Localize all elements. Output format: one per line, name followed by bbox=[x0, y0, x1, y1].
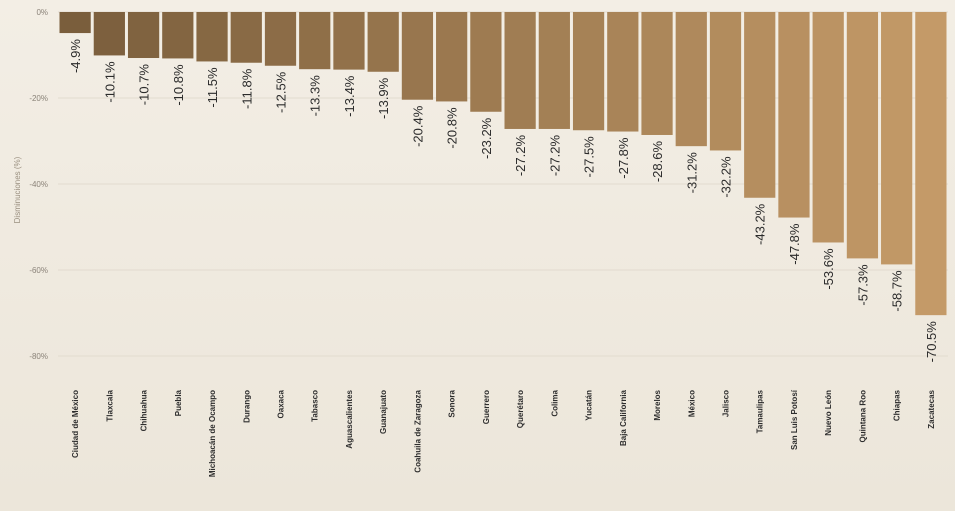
bar bbox=[846, 12, 879, 259]
bar bbox=[127, 12, 160, 59]
value-label: -23.2% bbox=[479, 117, 494, 159]
y-ticks-layer: 0% -20% -40% -60% -80% bbox=[29, 8, 48, 361]
value-label: -43.2% bbox=[753, 203, 768, 245]
value-label: -11.5% bbox=[205, 67, 220, 108]
value-label: -58.7% bbox=[890, 270, 905, 312]
value-label: -10.1% bbox=[102, 61, 117, 103]
category-label: Puebla bbox=[174, 389, 183, 416]
bar bbox=[299, 12, 331, 70]
y-tick-label: -60% bbox=[29, 266, 48, 275]
bar bbox=[881, 12, 913, 265]
category-label: Guanajuato bbox=[379, 390, 388, 434]
bar bbox=[196, 12, 228, 62]
category-label: Durango bbox=[242, 390, 251, 423]
value-label: -27.2% bbox=[513, 135, 528, 177]
bar bbox=[470, 12, 502, 112]
category-label: Coahuila de Zaragoza bbox=[413, 389, 422, 472]
category-label: Michoacán de Ocampo bbox=[208, 390, 217, 477]
value-label: -57.3% bbox=[855, 264, 870, 306]
value-label: -27.5% bbox=[582, 136, 597, 178]
value-label: -13.3% bbox=[308, 75, 323, 117]
bar bbox=[230, 12, 262, 63]
bar bbox=[572, 12, 605, 131]
y-tick-label: -40% bbox=[29, 180, 48, 189]
bar bbox=[675, 12, 707, 147]
value-label: -13.4% bbox=[342, 75, 357, 117]
category-label: Yucatán bbox=[585, 390, 594, 421]
bar bbox=[93, 12, 125, 56]
value-label: -10.8% bbox=[171, 64, 186, 106]
y-axis-title: Disminuciones (%) bbox=[13, 156, 22, 223]
category-label: Tabasco bbox=[311, 390, 320, 422]
value-label: -20.4% bbox=[410, 105, 425, 147]
category-label: Tamaulipas bbox=[756, 389, 765, 433]
bar bbox=[778, 12, 810, 218]
value-label: -70.5% bbox=[924, 321, 939, 363]
value-label: -13.9% bbox=[376, 77, 391, 119]
value-labels-layer: -4.9% -10.1% -10.7% -10.8% -11.5% -11.8% -12.5… bbox=[68, 39, 939, 363]
category-label: Sonora bbox=[448, 389, 457, 417]
value-label: -53.6% bbox=[821, 248, 836, 290]
category-label: México bbox=[687, 390, 696, 417]
value-label: -4.9% bbox=[68, 39, 83, 73]
category-label: Oaxaca bbox=[277, 389, 286, 418]
bar bbox=[401, 12, 434, 100]
x-labels-layer: Ciudad de México Tlaxcala Chihuahua Puebla M… bbox=[71, 389, 936, 477]
value-label: -27.8% bbox=[616, 137, 631, 179]
bar bbox=[504, 12, 536, 129]
bar bbox=[709, 12, 742, 151]
value-label: -47.8% bbox=[787, 223, 802, 265]
bar bbox=[641, 12, 673, 135]
category-label: Chiapas bbox=[893, 389, 902, 421]
category-label: Querétaro bbox=[516, 390, 525, 428]
bar bbox=[607, 12, 639, 132]
bar bbox=[367, 12, 399, 72]
bar bbox=[744, 12, 776, 198]
bar bbox=[538, 12, 570, 129]
y-tick-label: 0% bbox=[36, 8, 48, 17]
value-label: -31.2% bbox=[684, 152, 699, 194]
category-label: Aguascalientes bbox=[345, 389, 354, 448]
value-label: -27.2% bbox=[547, 135, 562, 177]
category-label: Tlaxcala bbox=[105, 389, 114, 421]
value-label: -20.8% bbox=[445, 107, 460, 149]
bar bbox=[264, 12, 297, 66]
y-tick-label: -80% bbox=[29, 352, 48, 361]
bar bbox=[915, 12, 947, 316]
bars-layer bbox=[59, 12, 947, 316]
value-label: -10.7% bbox=[137, 64, 152, 106]
category-label: Nuevo León bbox=[824, 390, 833, 436]
category-label: Zacatecas bbox=[927, 389, 936, 428]
value-label: -32.2% bbox=[719, 156, 734, 198]
category-label: Morelos bbox=[653, 389, 662, 420]
bar bbox=[59, 12, 91, 34]
bar bbox=[436, 12, 468, 102]
category-label: Quintana Roo bbox=[858, 390, 867, 443]
bar bbox=[162, 12, 194, 59]
category-label: Baja California bbox=[619, 389, 628, 446]
category-label: San Luis Potosí bbox=[790, 389, 799, 450]
value-label: -28.6% bbox=[650, 141, 665, 183]
y-tick-label: -20% bbox=[29, 94, 48, 103]
value-label: -12.5% bbox=[274, 71, 289, 113]
category-label: Ciudad de México bbox=[71, 390, 80, 458]
value-label: -11.8% bbox=[239, 68, 254, 109]
category-label: Colima bbox=[550, 389, 559, 416]
category-label: Chihuahua bbox=[140, 389, 149, 431]
category-label: Jalisco bbox=[722, 390, 731, 417]
category-label: Guerrero bbox=[482, 390, 491, 424]
bar bbox=[812, 12, 844, 243]
bar bbox=[333, 12, 365, 70]
